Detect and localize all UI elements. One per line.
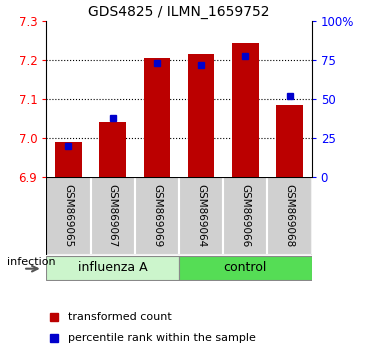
Text: transformed count: transformed count (68, 312, 171, 322)
Bar (223, 177, 267, 255)
Text: infection: infection (7, 257, 56, 267)
Bar (276, 105, 303, 177)
Text: GSM869069: GSM869069 (152, 184, 162, 247)
Bar (188, 55, 214, 177)
Bar (232, 42, 259, 177)
Text: control: control (224, 261, 267, 274)
Bar (91, 177, 135, 255)
Bar (46, 256, 179, 280)
Title: GDS4825 / ILMN_1659752: GDS4825 / ILMN_1659752 (88, 5, 270, 19)
Bar (55, 142, 82, 177)
Bar (99, 122, 126, 177)
Bar (46, 177, 91, 255)
Text: GSM869064: GSM869064 (196, 184, 206, 247)
Bar (135, 177, 179, 255)
Bar (267, 177, 312, 255)
Bar (144, 58, 170, 177)
Bar (179, 177, 223, 255)
Text: GSM869066: GSM869066 (240, 184, 250, 247)
Text: GSM869065: GSM869065 (63, 184, 73, 247)
Text: percentile rank within the sample: percentile rank within the sample (68, 332, 256, 343)
Text: GSM869068: GSM869068 (285, 184, 295, 247)
Text: GSM869067: GSM869067 (108, 184, 118, 247)
Bar (179, 256, 312, 280)
Text: influenza A: influenza A (78, 261, 148, 274)
